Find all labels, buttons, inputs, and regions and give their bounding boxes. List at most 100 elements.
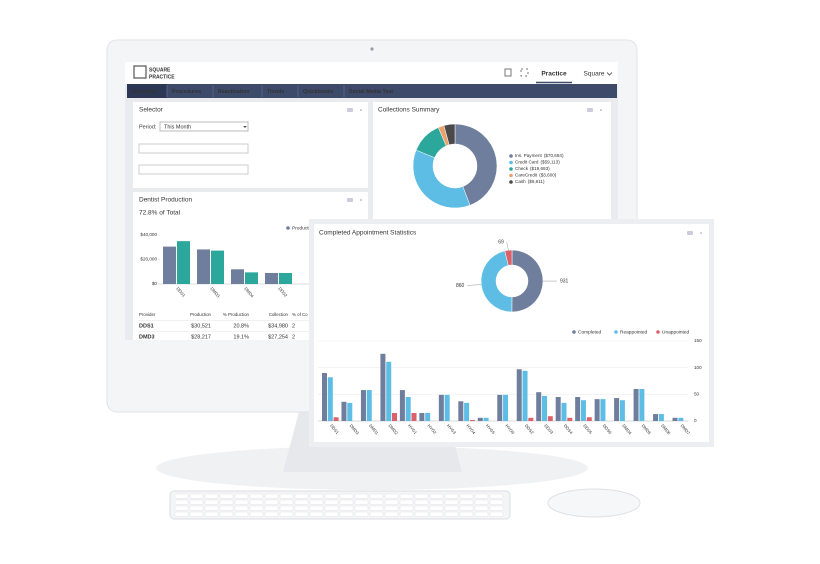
- key: [279, 505, 294, 511]
- comment-icon[interactable]: [347, 108, 353, 112]
- table-cell: $34,980: [268, 323, 288, 329]
- panel-title: Selector: [139, 107, 164, 114]
- donut-slice: [443, 123, 456, 146]
- logo-text: PRACTICE: [149, 74, 175, 80]
- legend-swatch: [509, 167, 513, 171]
- key: [384, 511, 399, 517]
- key: [294, 505, 309, 511]
- x-tick-label: HYG2: [426, 423, 438, 435]
- legend-value: ($70,684): [544, 153, 564, 158]
- x-tick-label: HYG1: [407, 423, 419, 435]
- leader-line: [506, 242, 509, 251]
- x-tick-label: DDS2: [524, 423, 535, 435]
- key: [429, 505, 444, 511]
- key: [309, 505, 324, 511]
- y-tick-label: 50: [694, 392, 700, 397]
- nav-item[interactable]: Trends: [267, 89, 284, 95]
- key: [459, 499, 474, 505]
- bar: [658, 414, 664, 421]
- period-select[interactable]: [159, 121, 249, 132]
- menu-icon[interactable]: [600, 109, 602, 111]
- key: [264, 505, 279, 511]
- key: [429, 499, 444, 505]
- key: [459, 505, 474, 511]
- field-label: Period:: [139, 124, 157, 130]
- select-value[interactable]: This Month: [164, 124, 191, 130]
- key: [234, 505, 249, 511]
- legend-entry: Production: [292, 225, 315, 231]
- key: [264, 493, 279, 499]
- x-tick-label: DMD5: [641, 423, 653, 436]
- donut-slice: [412, 149, 471, 209]
- key: [279, 511, 294, 517]
- tab[interactable]: Practice: [541, 71, 567, 78]
- lock-icon[interactable]: [504, 68, 512, 77]
- key: [174, 505, 189, 511]
- bar: [561, 402, 567, 421]
- key: [234, 511, 249, 517]
- caret: [243, 126, 247, 128]
- bar: [497, 394, 503, 421]
- key: [189, 493, 204, 499]
- legend-swatch: [286, 226, 290, 230]
- bar: [653, 414, 659, 421]
- legend-swatch: [509, 154, 513, 158]
- legend-label: CareCredit: [515, 173, 538, 178]
- nav-item[interactable]: Procedures: [172, 89, 201, 95]
- key: [444, 499, 459, 505]
- nav-item[interactable]: Social Media Test: [349, 89, 393, 95]
- tab[interactable]: Square: [584, 71, 605, 78]
- bar: [536, 392, 542, 421]
- nav-item[interactable]: Overview: [132, 89, 156, 95]
- key: [339, 511, 354, 517]
- key: [324, 505, 339, 511]
- bar: [619, 400, 625, 421]
- bar: [211, 250, 224, 284]
- table-cell: 20.8%: [233, 323, 249, 329]
- donut-slice: [504, 249, 513, 266]
- date-input[interactable]: [138, 164, 249, 175]
- x-tick-label: DMD1: [368, 423, 380, 436]
- bar: [386, 361, 392, 421]
- bar: [265, 272, 278, 284]
- bar: [567, 417, 573, 421]
- bar: [419, 413, 425, 421]
- menu-icon[interactable]: [360, 199, 362, 201]
- legend-label: Ins. Payment: [515, 153, 543, 158]
- comment-icon[interactable]: [687, 231, 693, 235]
- fullscreen-icon[interactable]: [520, 68, 529, 77]
- bar: [444, 394, 450, 421]
- date-input[interactable]: [138, 143, 249, 154]
- x-tick-label: DMD2: [388, 423, 400, 436]
- key: [249, 505, 264, 511]
- nav-item[interactable]: Quickbooks: [303, 89, 333, 95]
- key: [174, 493, 189, 499]
- comment-icon[interactable]: [347, 198, 353, 202]
- legend-value: ($19,693): [530, 166, 550, 171]
- bar: [327, 377, 333, 421]
- menu-icon[interactable]: [360, 109, 362, 111]
- table-header: Production: [190, 312, 212, 317]
- key: [414, 505, 429, 511]
- key: [399, 499, 414, 505]
- panel-title: Collections Summary: [378, 107, 440, 114]
- donut-slice: [480, 250, 513, 313]
- x-tick-label: HYG6: [504, 423, 516, 435]
- table-cell: $28,217: [191, 334, 211, 340]
- mouse: [547, 488, 641, 518]
- menu-icon[interactable]: [700, 232, 702, 234]
- logo-text: SQUARE: [149, 67, 171, 73]
- x-tick-label: DDS1: [329, 423, 340, 435]
- key: [384, 505, 399, 511]
- table-header: % of Co: [292, 312, 308, 317]
- bar: [547, 416, 553, 421]
- key: [474, 511, 489, 517]
- key: [189, 505, 204, 511]
- comment-icon[interactable]: [587, 108, 593, 112]
- bar: [516, 369, 522, 421]
- bar: [580, 400, 586, 421]
- nav-item[interactable]: Reactivation: [218, 89, 250, 95]
- bar: [633, 389, 639, 421]
- keys: [174, 493, 504, 517]
